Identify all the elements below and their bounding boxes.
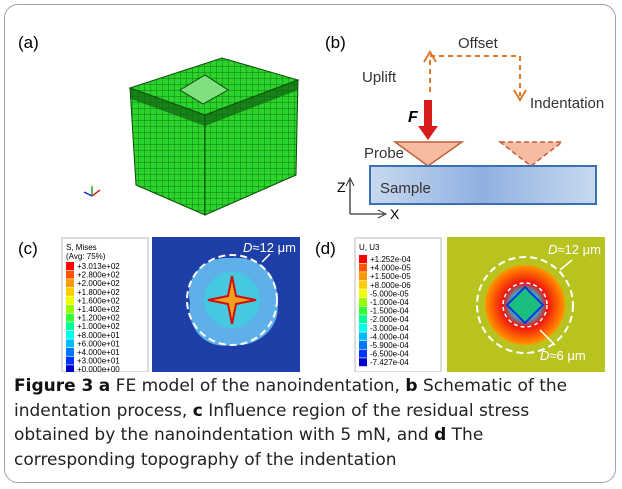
force-arrow [424, 100, 432, 126]
z-label: Z [337, 179, 346, 195]
legend-swatch [66, 322, 74, 330]
caption-key: b [405, 376, 417, 396]
legend-swatch [359, 315, 367, 323]
probe-label: Probe [364, 145, 404, 162]
probe [395, 142, 462, 166]
legend-swatch [66, 357, 74, 365]
annotation: D≈12 μm [548, 242, 601, 257]
legend-title: S, Mises [66, 243, 97, 252]
annotation: D≈12 μm [243, 240, 296, 255]
legend-swatch [359, 358, 367, 366]
legend-swatch [359, 332, 367, 340]
legend-swatch [66, 288, 74, 296]
legend-subtitle: (Avg: 75%) [66, 252, 106, 261]
panel-label: (a) [18, 33, 39, 52]
panel-c: (c) S, Mises (Avg: 75%) +3.013e+02+2.800… [18, 237, 300, 372]
legend-title: U, U3 [359, 243, 380, 252]
legend-value: -7.427e-04 [370, 358, 409, 367]
caption-key: a [99, 376, 110, 396]
legend-swatch [359, 341, 367, 349]
panel-label: (d) [315, 239, 336, 258]
legend-swatch [66, 339, 74, 347]
caption: Figure 3 a FE model of the nanoindentati… [14, 374, 604, 472]
figure-label: Figure 3 [14, 376, 93, 396]
legend-swatch [359, 298, 367, 306]
offset-label: Offset [458, 35, 499, 52]
caption-text: FE model of the nanoindentation, [116, 376, 400, 396]
legend-swatch [359, 264, 367, 272]
sample-label: Sample [380, 180, 431, 197]
value: ≈12 μm [557, 242, 601, 257]
legend-swatch [66, 314, 74, 322]
panel-label: (c) [18, 239, 38, 258]
symbol: D [548, 242, 557, 257]
legend-swatch [66, 271, 74, 279]
symbol: D [243, 240, 252, 255]
force-arrow-head [418, 126, 438, 140]
legend-swatch [66, 296, 74, 304]
legend-swatch [359, 255, 367, 263]
panel-b: (b) Offset Uplift Indentation F Probe Sa… [325, 33, 604, 222]
legend-swatch [66, 279, 74, 287]
x-label: X [390, 206, 400, 222]
caption-key: c [193, 401, 203, 421]
legend-swatch [66, 262, 74, 270]
legend-swatch [66, 365, 74, 372]
probe-ghost [500, 142, 562, 166]
legend-value: +0.000e+00 [77, 365, 120, 372]
panel-a: (a) [18, 33, 298, 215]
arrow-heads [424, 52, 526, 100]
indentation-label: Indentation [530, 95, 604, 112]
value: ≈6 μm [549, 348, 585, 363]
legend-swatch [66, 331, 74, 339]
axes-triad [84, 186, 100, 196]
uplift-label: Uplift [362, 69, 397, 86]
figure: (a) (b) Offset Uplift Indentation F Prob… [0, 0, 622, 372]
annotation: D≈6 μm [540, 348, 586, 363]
legend-swatch [359, 350, 367, 358]
legend-swatch [359, 307, 367, 315]
force-label: F [408, 109, 419, 126]
legend-swatch [66, 348, 74, 356]
legend-swatch [66, 305, 74, 313]
legend-swatch [359, 281, 367, 289]
symbol: D [540, 348, 549, 363]
panel-d: (d) U, U3 +1.252e-04+4.000e-05+1.500e-05… [315, 237, 605, 372]
panel-label: (b) [325, 33, 346, 52]
path-arrow [430, 56, 520, 96]
legend-swatch [359, 289, 367, 297]
legend-swatch [359, 324, 367, 332]
legend-swatch [359, 272, 367, 280]
value: ≈12 μm [252, 240, 296, 255]
caption-key: d [434, 425, 446, 445]
